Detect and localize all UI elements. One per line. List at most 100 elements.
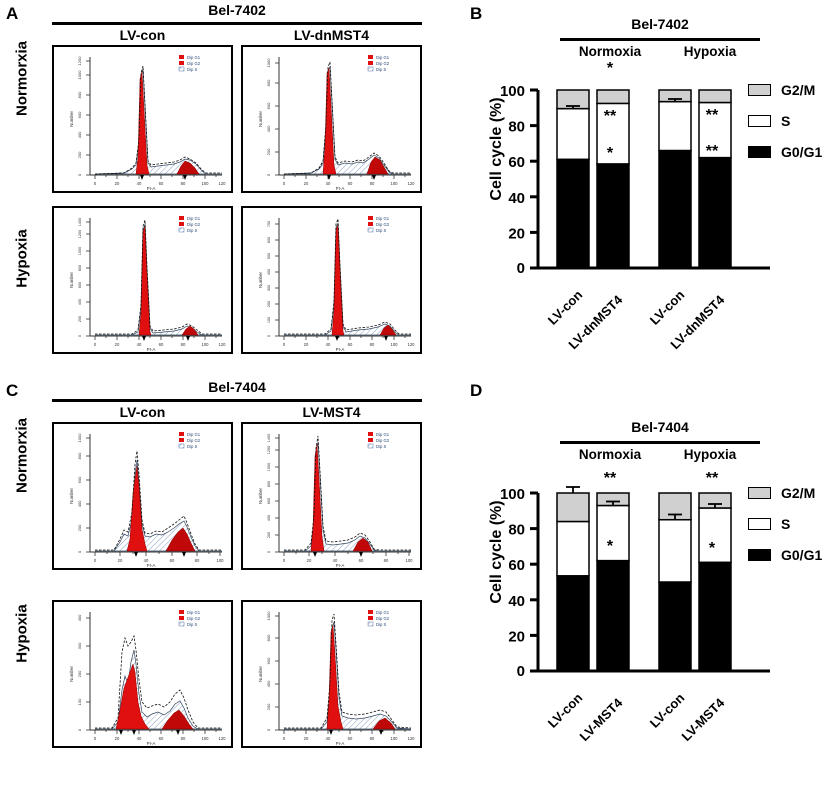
svg-text:80: 80: [181, 736, 186, 741]
legend-item-s[interactable]: S: [748, 516, 822, 532]
svg-text:600: 600: [78, 282, 82, 288]
svg-text:60: 60: [348, 181, 353, 186]
svg-text:200: 200: [77, 670, 82, 677]
svg-text:0: 0: [77, 728, 82, 731]
svg-text:80: 80: [370, 342, 375, 347]
svg-text:800: 800: [266, 634, 271, 641]
legend-item-g2m[interactable]: G2/M: [748, 82, 822, 98]
legend-swatch-g0g1: [748, 549, 771, 561]
svg-text:120: 120: [219, 342, 227, 347]
svg-text:600: 600: [266, 657, 271, 664]
svg-text:120: 120: [219, 181, 227, 186]
svg-text:200: 200: [267, 532, 271, 538]
panel-d-sig-bar2-g0g1: *: [606, 538, 614, 555]
svg-text:Dip S: Dip S: [376, 444, 386, 449]
flow-plot-c-hypoxia-lvmst4[interactable]: 0 20 40 60 80 100 120 0 200 400 600 800 100…: [241, 600, 422, 748]
svg-text:80: 80: [181, 181, 186, 186]
svg-text:100: 100: [406, 558, 414, 563]
legend-item-g0g1[interactable]: G0/G1: [748, 547, 822, 563]
panel-c-rule: [52, 399, 422, 402]
svg-text:0: 0: [78, 335, 82, 337]
panel-d-legend: G2/M S G0/G1: [748, 485, 822, 563]
svg-text:Dip G1: Dip G1: [187, 55, 201, 60]
panel-b-sig-bar2-g0g1: *: [606, 145, 614, 162]
svg-text:0: 0: [94, 342, 97, 347]
svg-text:Dip G1: Dip G1: [376, 610, 390, 615]
svg-text:Dip G1: Dip G1: [376, 432, 390, 437]
flow-plot-c-normoxia-lvmst4[interactable]: 0 20 40 60 80 100 0 200 400 600 800 1000 12…: [241, 422, 422, 570]
svg-text:600: 600: [267, 498, 271, 504]
legend-swatch-s: [748, 115, 771, 127]
svg-text:1400: 1400: [267, 434, 271, 442]
svg-text:40: 40: [137, 342, 142, 347]
panel-c-col-1: LV-con: [119, 404, 166, 420]
svg-text:200: 200: [266, 703, 271, 710]
svg-text:Dip S: Dip S: [187, 67, 197, 72]
row-label-text: Hypoxia: [13, 229, 31, 288]
svg-text:40: 40: [326, 342, 331, 347]
svg-text:40: 40: [137, 181, 142, 186]
panel-b-rule: [560, 38, 760, 41]
svg-text:100: 100: [202, 342, 210, 347]
panel-d-ylabel-wrap: Cell cycle (%): [417, 500, 577, 603]
svg-text:40: 40: [137, 736, 142, 741]
flow-plot-c-normoxia-lvcon[interactable]: 0 20 40 60 80 100 0 200 400 600 800 1000 PI…: [52, 422, 233, 570]
svg-text:0: 0: [266, 173, 271, 176]
flow-plot-a-normoxia-lvdnmst4[interactable]: 0 20 40 60 80 100 120 0 200 400 600 800 100…: [241, 45, 422, 193]
svg-text:60: 60: [508, 154, 525, 171]
svg-text:600: 600: [267, 237, 271, 243]
legend-item-s[interactable]: S: [748, 113, 822, 129]
panel-d-letter: D: [470, 381, 483, 400]
panel-b-sig-bar4-g0g1: **: [705, 143, 719, 160]
svg-text:40: 40: [326, 736, 331, 741]
svg-text:80: 80: [370, 181, 375, 186]
flow-plot-a-normoxia-lvcon[interactable]: 0 20 40 60 80 100 120 0 200 400 600 800 100…: [52, 45, 233, 193]
panel-a-letter: A: [6, 4, 19, 23]
svg-text:80: 80: [370, 736, 375, 741]
svg-text:0: 0: [517, 663, 525, 680]
legend-swatch-g2m: [748, 487, 771, 499]
svg-text:Dip G2: Dip G2: [376, 616, 390, 621]
svg-text:60: 60: [359, 558, 364, 563]
svg-text:600: 600: [266, 102, 271, 109]
svg-text:100: 100: [267, 317, 271, 323]
panel-d-group-hypoxia: Hypoxia: [683, 447, 737, 462]
flow-plot-a-hypoxia-lvcon[interactable]: 0 20 40 60 80 100 120 0 200 400 600 800 100…: [52, 206, 233, 354]
svg-text:Dip S: Dip S: [187, 228, 197, 233]
svg-text:1200: 1200: [267, 446, 271, 454]
panel-d-chart: 100 80 60 40 20 0: [470, 463, 825, 753]
svg-text:Number: Number: [69, 666, 74, 683]
svg-text:100: 100: [202, 181, 210, 186]
svg-text:PI-A: PI-A: [147, 563, 156, 568]
svg-text:0: 0: [267, 335, 271, 337]
legend-item-g0g1[interactable]: G0/G1: [748, 144, 822, 160]
panel-b-ylabel: Cell cycle (%): [488, 97, 505, 201]
panel-a-cellline: Bel-7402: [208, 2, 266, 18]
svg-text:Dip G2: Dip G2: [187, 61, 201, 66]
legend-item-g2m[interactable]: G2/M: [748, 485, 822, 501]
svg-text:100: 100: [217, 558, 225, 563]
svg-text:120: 120: [408, 181, 416, 186]
svg-text:PI-A: PI-A: [336, 186, 345, 191]
svg-text:Number: Number: [258, 666, 263, 683]
svg-text:40: 40: [333, 558, 338, 563]
svg-text:PI-A: PI-A: [336, 563, 345, 568]
svg-text:20: 20: [118, 558, 123, 563]
svg-text:80: 80: [508, 522, 525, 539]
svg-text:800: 800: [267, 481, 271, 487]
svg-text:1000: 1000: [267, 463, 271, 471]
svg-text:Dip G1: Dip G1: [187, 216, 201, 221]
panel-b-sig-bar2-top: *: [606, 60, 614, 77]
panel-d-sig-bar4-g0g1: *: [708, 540, 716, 557]
svg-text:Number: Number: [69, 488, 74, 505]
svg-text:80: 80: [181, 342, 186, 347]
flow-plot-c-hypoxia-lvcon[interactable]: 0 20 40 60 80 100 120 0 100 200 300 400 PI-…: [52, 600, 233, 748]
panel-c-cellline: Bel-7404: [208, 379, 266, 395]
svg-text:400: 400: [77, 614, 82, 621]
panel-b-title: Bel-7402: [631, 16, 689, 32]
svg-text:Number: Number: [69, 111, 74, 128]
svg-text:1000: 1000: [77, 70, 82, 80]
flow-plot-a-hypoxia-lvdnmst4[interactable]: 0 20 40 60 80 100 120 0 100 200 300 400 500…: [241, 206, 422, 354]
svg-text:1400: 1400: [78, 218, 82, 226]
svg-text:20: 20: [307, 558, 312, 563]
